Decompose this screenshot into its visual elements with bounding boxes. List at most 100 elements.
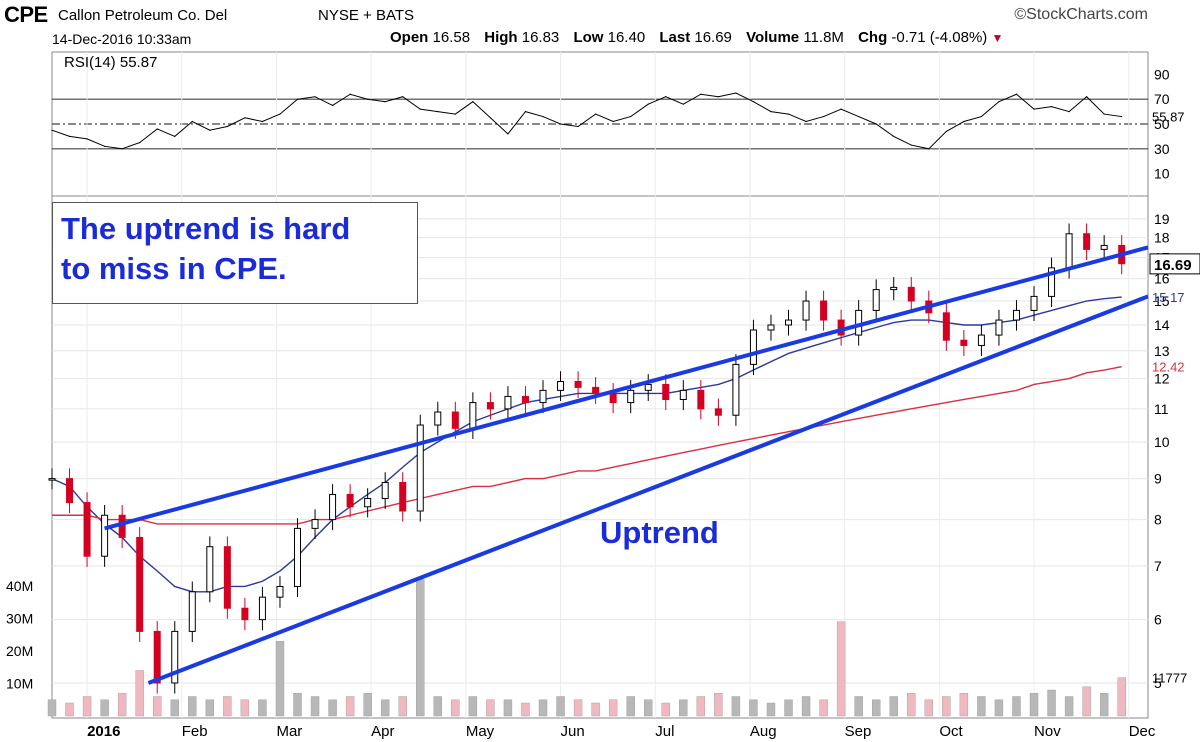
rsi-tick-label: 30 — [1154, 141, 1170, 157]
rsi-point — [735, 92, 737, 94]
candle-body — [258, 596, 266, 621]
volume-bar — [679, 699, 688, 717]
rsi-point — [1068, 111, 1070, 113]
price-tick-label: 7 — [1154, 558, 1162, 574]
rsi-tick-label: 90 — [1154, 66, 1170, 82]
chg-label: Chg — [858, 29, 888, 46]
rsi-point — [682, 103, 684, 105]
rsi-point — [524, 111, 527, 113]
price-tick-label: 15 — [1154, 293, 1170, 309]
rsi-point — [840, 108, 842, 110]
rsi-point — [244, 117, 246, 119]
volume-bar — [608, 699, 618, 717]
candle-body — [872, 289, 880, 311]
rsi-point — [104, 145, 106, 147]
brand-watermark: ©StockCharts.com — [1014, 6, 1148, 23]
volume-bar — [1012, 696, 1021, 717]
candle-body — [118, 514, 126, 538]
price-tick-label: 16 — [1154, 271, 1170, 287]
rsi-point — [577, 125, 579, 128]
volume-bar — [310, 696, 320, 717]
volume-bar — [82, 696, 92, 717]
rsi-point — [156, 128, 158, 130]
price-tick-label: 12 — [1154, 371, 1170, 387]
rsi-point — [402, 96, 404, 98]
candle-body — [1030, 295, 1038, 311]
candle-body — [399, 482, 407, 512]
candle-body — [644, 383, 652, 391]
candle-body — [311, 519, 319, 529]
candle-body — [785, 319, 793, 326]
rsi-point — [174, 135, 176, 137]
rsi-point — [454, 113, 456, 115]
annotation-line-1: The uptrend is hard — [61, 211, 351, 246]
volume-bar — [977, 696, 986, 717]
price-tick-label: 8 — [1154, 512, 1162, 528]
volume-tick-label: 20M — [6, 643, 33, 659]
rsi-point — [314, 96, 316, 98]
volume-bar — [836, 621, 846, 717]
rsi-tick-label: 10 — [1154, 166, 1170, 182]
trendline-upper — [104, 245, 1149, 531]
volume-bar — [924, 699, 933, 717]
volume-label: Volume — [746, 29, 800, 46]
annotation-line-2: to miss in CPE. — [61, 251, 287, 286]
x-tick-label: Feb — [182, 723, 208, 740]
volume-bar — [801, 696, 811, 717]
volume-bar — [503, 699, 513, 717]
candle-body — [662, 383, 670, 400]
rsi-point — [595, 113, 597, 115]
rsi-point — [928, 148, 930, 150]
volume-bar — [521, 702, 530, 717]
volume-bar — [451, 699, 460, 717]
price-tick-label: 10 — [1154, 434, 1170, 450]
volume-bar — [65, 702, 74, 717]
volume-bar — [486, 699, 495, 717]
rsi-point — [770, 111, 772, 113]
rsi-point — [139, 142, 141, 144]
volume-bar — [731, 696, 741, 717]
volume-bar — [1047, 689, 1056, 717]
candle-body — [1100, 244, 1108, 250]
price-tick-label: 5 — [1154, 675, 1162, 691]
open-label: Open — [390, 29, 429, 46]
volume-bar — [240, 699, 250, 717]
ma-long-line — [52, 365, 1122, 525]
last-price-box — [1149, 253, 1200, 275]
x-tick-label: Dec — [1129, 723, 1156, 740]
rsi-point — [472, 101, 474, 103]
volume-bar — [871, 699, 881, 717]
volume-bar — [784, 699, 793, 717]
candle-body — [486, 402, 494, 410]
volume-bar — [328, 699, 337, 717]
rsi-series-line — [51, 92, 1122, 150]
candle-body — [574, 381, 582, 388]
last-price-label: 16.69 — [1154, 257, 1192, 274]
last-value: 16.69 — [694, 29, 732, 46]
x-tick-label: Apr — [371, 723, 394, 740]
candle-body — [294, 527, 302, 587]
candle-body — [1048, 267, 1056, 297]
rsi-point — [261, 120, 264, 123]
candle-body — [609, 392, 617, 404]
volume-bar — [363, 693, 372, 717]
price-tick-label: 6 — [1154, 612, 1162, 628]
volume-bar — [345, 696, 355, 717]
rsi-point — [875, 123, 877, 125]
rsi-tick-label: 50 — [1154, 116, 1170, 132]
open-value: 16.58 — [432, 29, 471, 46]
high-value: 16.83 — [521, 29, 560, 46]
annotation-box: The uptrend is hard to miss in CPE. — [52, 202, 418, 304]
volume-bar — [433, 696, 442, 717]
rsi-point — [945, 130, 947, 133]
candle-body — [416, 424, 424, 512]
volume-bar — [293, 693, 302, 717]
volume-bar — [556, 696, 565, 717]
rsi-point — [209, 129, 211, 131]
x-tick-label: Jul — [655, 723, 674, 740]
x-tick-label: 2016 — [87, 723, 120, 740]
candle-body — [329, 493, 337, 521]
volume-bar — [889, 696, 898, 717]
quote-bar: Open 16.58 High 16.83 Low 16.40 Last 16.… — [380, 29, 1003, 46]
price-tick-label: 14 — [1154, 317, 1170, 333]
